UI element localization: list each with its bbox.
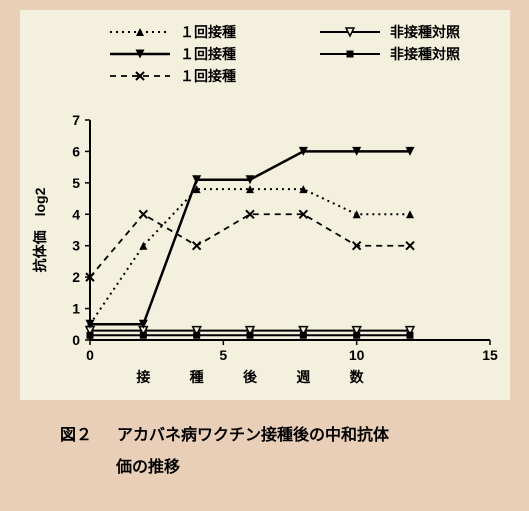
x-axis-label-char: 後	[243, 369, 258, 385]
chart-svg: 01234567抗体価 log2051015接種後週数１回接種非接種対照１回接種…	[20, 10, 510, 400]
y-tick-label: 5	[72, 175, 80, 191]
caption-line2: 価の推移	[116, 459, 180, 476]
marker-square-icon	[300, 332, 307, 339]
y-tick-label: 6	[72, 143, 80, 159]
x-tick-label: 0	[86, 347, 94, 363]
x-axis-label-char: 週	[296, 369, 310, 385]
marker-square-icon	[407, 332, 414, 339]
chart-panel: 01234567抗体価 log2051015接種後週数１回接種非接種対照１回接種…	[20, 10, 510, 400]
y-tick-label: 0	[72, 332, 80, 348]
legend-label: 非接種対照	[390, 24, 460, 40]
caption-line1: アカバネ病ワクチン接種後の中和抗体	[117, 427, 389, 444]
y-tick-label: 2	[72, 269, 80, 285]
marker-square-icon	[347, 51, 354, 58]
marker-square-icon	[247, 332, 254, 339]
marker-square-icon	[353, 332, 360, 339]
x-axis-label-char: 接	[136, 369, 150, 385]
legend-label: １回接種	[180, 24, 236, 40]
x-axis-label-char: 種	[190, 369, 204, 385]
marker-square-icon	[140, 332, 147, 339]
x-tick-label: 10	[349, 347, 365, 363]
panel-bg	[20, 10, 510, 400]
legend-label: １回接種	[180, 46, 236, 62]
y-tick-label: 4	[72, 206, 80, 222]
y-axis-label: 抗体価 log2	[32, 187, 48, 272]
figure-caption: 図２ アカバネ病ワクチン接種後の中和抗体 価の推移	[60, 420, 500, 484]
figure-container: 01234567抗体価 log2051015接種後週数１回接種非接種対照１回接種…	[0, 0, 529, 511]
x-axis-label-char: 数	[350, 369, 365, 385]
y-tick-label: 7	[72, 112, 80, 128]
x-tick-label: 5	[219, 347, 227, 363]
marker-square-icon	[193, 332, 200, 339]
y-tick-label: 1	[72, 301, 80, 317]
y-tick-label: 3	[72, 238, 80, 254]
caption-prefix: 図２	[60, 427, 92, 444]
legend-label: 非接種対照	[390, 46, 460, 62]
legend-label: １回接種	[180, 68, 236, 84]
marker-square-icon	[87, 332, 94, 339]
x-tick-label: 15	[482, 347, 498, 363]
